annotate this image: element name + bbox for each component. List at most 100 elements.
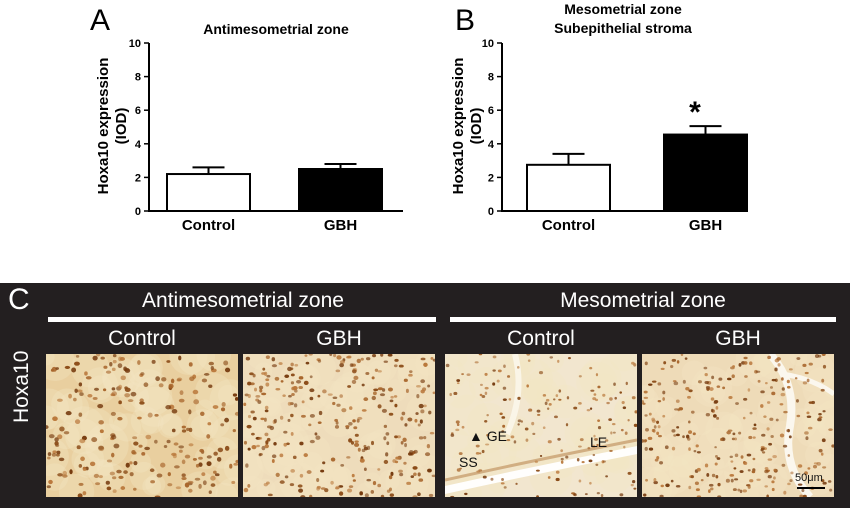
nucleus [154,413,159,417]
nucleus [349,406,353,410]
nucleus [210,366,214,370]
nucleus [660,367,665,371]
nucleus [300,495,306,497]
nucleus [283,442,288,447]
nucleus [605,475,608,478]
nucleus [404,443,407,448]
nucleus [822,481,827,485]
y-tick-label: 8 [135,72,141,84]
nucleus [695,444,699,448]
nucleus [188,362,193,367]
nucleus [544,401,548,406]
nucleus [291,393,295,396]
nucleus [339,360,345,364]
nucleus [393,364,398,368]
stroma-patch [385,460,429,497]
nucleus [109,362,113,367]
nucleus [597,425,602,430]
scale-label: 50μm [795,472,823,484]
nucleus [606,401,610,405]
nucleus [112,489,117,493]
nucleus [412,466,418,470]
stroma-patch [343,398,387,442]
nucleus [539,454,543,457]
stroma-patch [366,429,396,460]
nucleus [596,491,600,495]
nucleus [535,469,540,472]
nucleus [309,413,315,418]
nucleus [693,449,697,453]
nucleus [175,486,182,490]
nucleus [111,391,117,397]
nucleus [725,478,730,483]
nucleus [380,494,385,497]
stroma-patch [58,473,95,497]
nucleus [767,475,772,479]
nucleus [781,387,785,391]
nucleus [181,476,187,481]
nucleus [536,409,541,413]
nucleus [54,441,59,446]
nucleus [84,371,88,376]
nucleus [105,480,110,485]
nucleus [370,489,375,494]
stroma-patch [108,412,128,432]
nucleus [351,369,357,374]
nucleus [76,389,83,393]
nucleus [481,395,486,399]
nucleus [526,354,531,356]
nucleus [286,442,290,446]
nucleus [609,449,613,452]
nucleus [279,415,284,420]
nucleus [381,408,387,413]
nucleus [614,396,617,400]
stroma-patch [141,411,164,434]
y-tick-label: 4 [488,139,495,151]
nucleus [171,408,178,414]
nucleus [482,475,487,479]
stroma-patch [614,395,637,426]
nucleus [54,437,59,442]
panel-a-ylabel-line2: (IOD) [113,108,130,145]
stroma-patch [96,459,114,477]
nucleus [308,423,312,427]
nucleus [76,445,81,450]
nucleus [329,354,333,357]
nucleus [335,369,341,373]
nucleus [58,457,65,462]
nucleus [346,488,353,493]
nucleus [705,412,711,417]
nucleus [395,456,401,460]
nucleus [387,387,393,392]
nucleus [265,382,270,387]
nucleus [739,470,744,474]
nucleus [207,422,212,426]
nucleus [361,383,365,387]
nucleus [386,441,390,446]
stroma-patch [536,384,558,406]
nucleus [779,433,785,438]
stroma-patch [511,358,553,400]
nucleus [111,452,115,458]
nucleus [265,378,270,382]
nucleus [404,423,408,427]
nucleus [339,394,343,398]
nucleus [808,401,814,404]
nucleus [188,443,194,447]
nucleus [120,375,126,381]
nucleus [402,437,407,442]
stroma-patch [681,451,702,471]
nucleus [124,368,131,373]
nucleus [416,393,420,399]
nucleus [456,423,460,427]
nucleus [290,413,294,418]
nucleus [663,361,667,365]
nucleus [761,433,766,437]
nucleus [749,411,753,415]
nucleus [786,379,790,384]
stroma-patch [803,390,834,430]
panel-b-title-line2: Subepithelial stroma [554,20,692,36]
nucleus [555,394,559,398]
nucleus [742,416,746,420]
nucleus [347,385,352,388]
